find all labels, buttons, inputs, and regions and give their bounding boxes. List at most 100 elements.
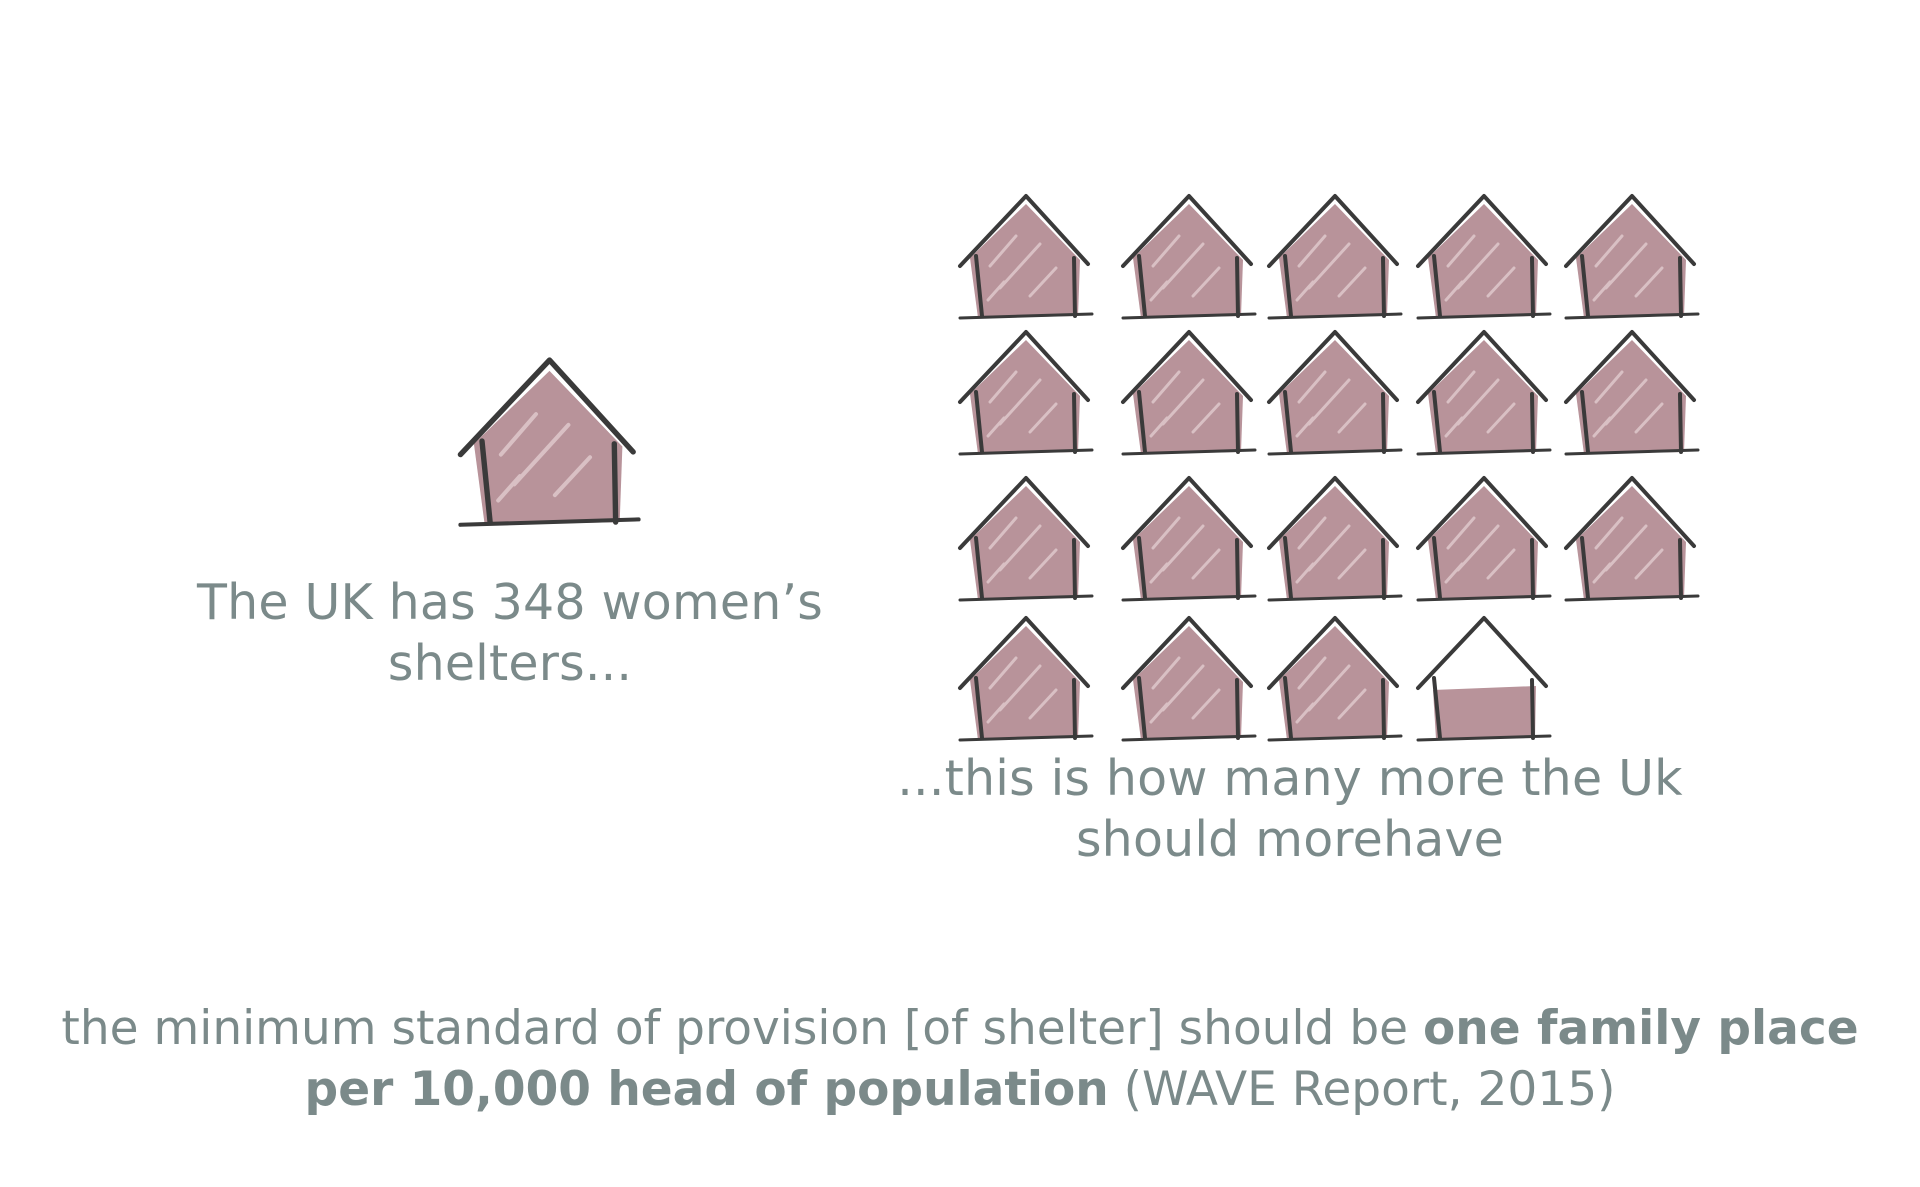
house-highlight xyxy=(1149,234,1221,302)
house-fill xyxy=(970,486,1080,600)
house-fill xyxy=(1133,486,1243,600)
right-caption: ...this is how many more the Uk should m… xyxy=(880,748,1700,870)
house-highlight xyxy=(1444,370,1516,438)
house-ground-line xyxy=(1564,448,1700,456)
house-icon-needed xyxy=(958,194,1094,320)
house-fill xyxy=(1576,486,1686,600)
house-fill xyxy=(1428,486,1538,600)
house-icon-needed xyxy=(1267,616,1403,742)
house-outline xyxy=(1267,194,1399,318)
house-outline xyxy=(1416,330,1548,454)
house-outline xyxy=(1267,476,1399,600)
house-ground-line xyxy=(958,448,1094,456)
house-ground-line xyxy=(1564,312,1700,320)
house-fill xyxy=(1576,204,1686,318)
house-outline xyxy=(1267,330,1399,454)
house-ground-line xyxy=(958,594,1094,602)
house-fill-shape xyxy=(1433,686,1536,739)
footer-line-2: per 10,000 head of population (WAVE Repo… xyxy=(60,1059,1860,1120)
house-outline xyxy=(1416,194,1548,318)
house-icon-needed xyxy=(1267,194,1403,320)
house-icon-needed xyxy=(1121,194,1257,320)
house-ground-line xyxy=(1121,734,1257,742)
left-caption-line-2: shelters... xyxy=(387,635,633,692)
house-highlight xyxy=(496,412,593,503)
house-outline xyxy=(1564,330,1696,454)
house-ground-line xyxy=(458,517,641,527)
house-highlight xyxy=(1149,370,1221,438)
house-highlight xyxy=(1295,656,1367,724)
house-outline xyxy=(1416,476,1548,600)
house-outline xyxy=(1564,194,1696,318)
house-highlight xyxy=(1295,516,1367,584)
house-icon-needed xyxy=(1416,194,1552,320)
house-fill xyxy=(1279,340,1389,454)
house-ground-line xyxy=(1267,312,1403,320)
house-icon-needed xyxy=(1267,476,1403,602)
house-ground-line xyxy=(1121,312,1257,320)
house-fill xyxy=(970,340,1080,454)
house-fill xyxy=(1133,340,1243,454)
house-outline xyxy=(1564,476,1696,600)
house-icon-needed xyxy=(1121,616,1257,742)
house-fill xyxy=(1428,204,1538,318)
house-outline xyxy=(457,357,636,525)
house-ground-line xyxy=(1416,594,1552,602)
house-highlight xyxy=(986,370,1058,438)
house-fill xyxy=(1433,686,1536,739)
house-fill xyxy=(473,370,623,525)
house-outline xyxy=(958,194,1090,318)
house-ground-line xyxy=(1121,594,1257,602)
footer-line-1-bold: one family place xyxy=(1423,1001,1859,1056)
house-ground-line xyxy=(1267,448,1403,456)
house-outline xyxy=(1121,616,1253,740)
house-icon-needed xyxy=(1564,476,1700,602)
house-highlight xyxy=(1444,234,1516,302)
house-ground-line xyxy=(1416,312,1552,320)
house-outline xyxy=(958,476,1090,600)
house-fill xyxy=(1279,486,1389,600)
left-caption-line-1: The UK has 348 women’s xyxy=(196,574,824,631)
footer-line-2-bold: per 10,000 head of population xyxy=(304,1062,1109,1117)
house-outline xyxy=(1121,476,1253,600)
house-icon-needed xyxy=(1267,330,1403,456)
house-fill xyxy=(1279,204,1389,318)
house-icon-needed xyxy=(1121,330,1257,456)
house-ground-line xyxy=(1416,734,1552,742)
house-fill xyxy=(1576,340,1686,454)
footer-line-1: the minimum standard of provision [of sh… xyxy=(60,998,1860,1059)
house-icon-needed xyxy=(1564,330,1700,456)
house-highlight xyxy=(1295,234,1367,302)
house-highlight xyxy=(1592,516,1664,584)
house-outline xyxy=(1121,194,1253,318)
house-outline xyxy=(1267,616,1399,740)
house-fill xyxy=(1428,340,1538,454)
house-highlight xyxy=(1444,516,1516,584)
house-icon-needed xyxy=(958,330,1094,456)
house-highlight xyxy=(986,656,1058,724)
house-ground-line xyxy=(1267,594,1403,602)
house-highlight xyxy=(1592,370,1664,438)
house-highlight xyxy=(986,516,1058,584)
house-ground-line xyxy=(1416,448,1552,456)
house-highlight xyxy=(1149,656,1221,724)
house-outline xyxy=(958,330,1090,454)
right-caption-line-2: should morehave xyxy=(1075,811,1505,868)
house-icon-needed xyxy=(1416,330,1552,456)
house-icon-needed-partial xyxy=(1416,616,1552,742)
house-ground-line xyxy=(1267,734,1403,742)
house-ground-line xyxy=(1564,594,1700,602)
house-fill xyxy=(1279,626,1389,740)
house-outline xyxy=(958,616,1090,740)
house-ground-line xyxy=(958,734,1094,742)
house-highlight xyxy=(1295,370,1367,438)
house-fill xyxy=(970,626,1080,740)
house-fill xyxy=(1133,626,1243,740)
house-icon-needed xyxy=(1564,194,1700,320)
house-fill xyxy=(970,204,1080,318)
house-ground-line xyxy=(958,312,1094,320)
house-highlight xyxy=(986,234,1058,302)
house-icon-needed xyxy=(1121,476,1257,602)
house-outline xyxy=(1121,330,1253,454)
right-caption-line-1: ...this is how many more the Uk xyxy=(897,750,1683,807)
